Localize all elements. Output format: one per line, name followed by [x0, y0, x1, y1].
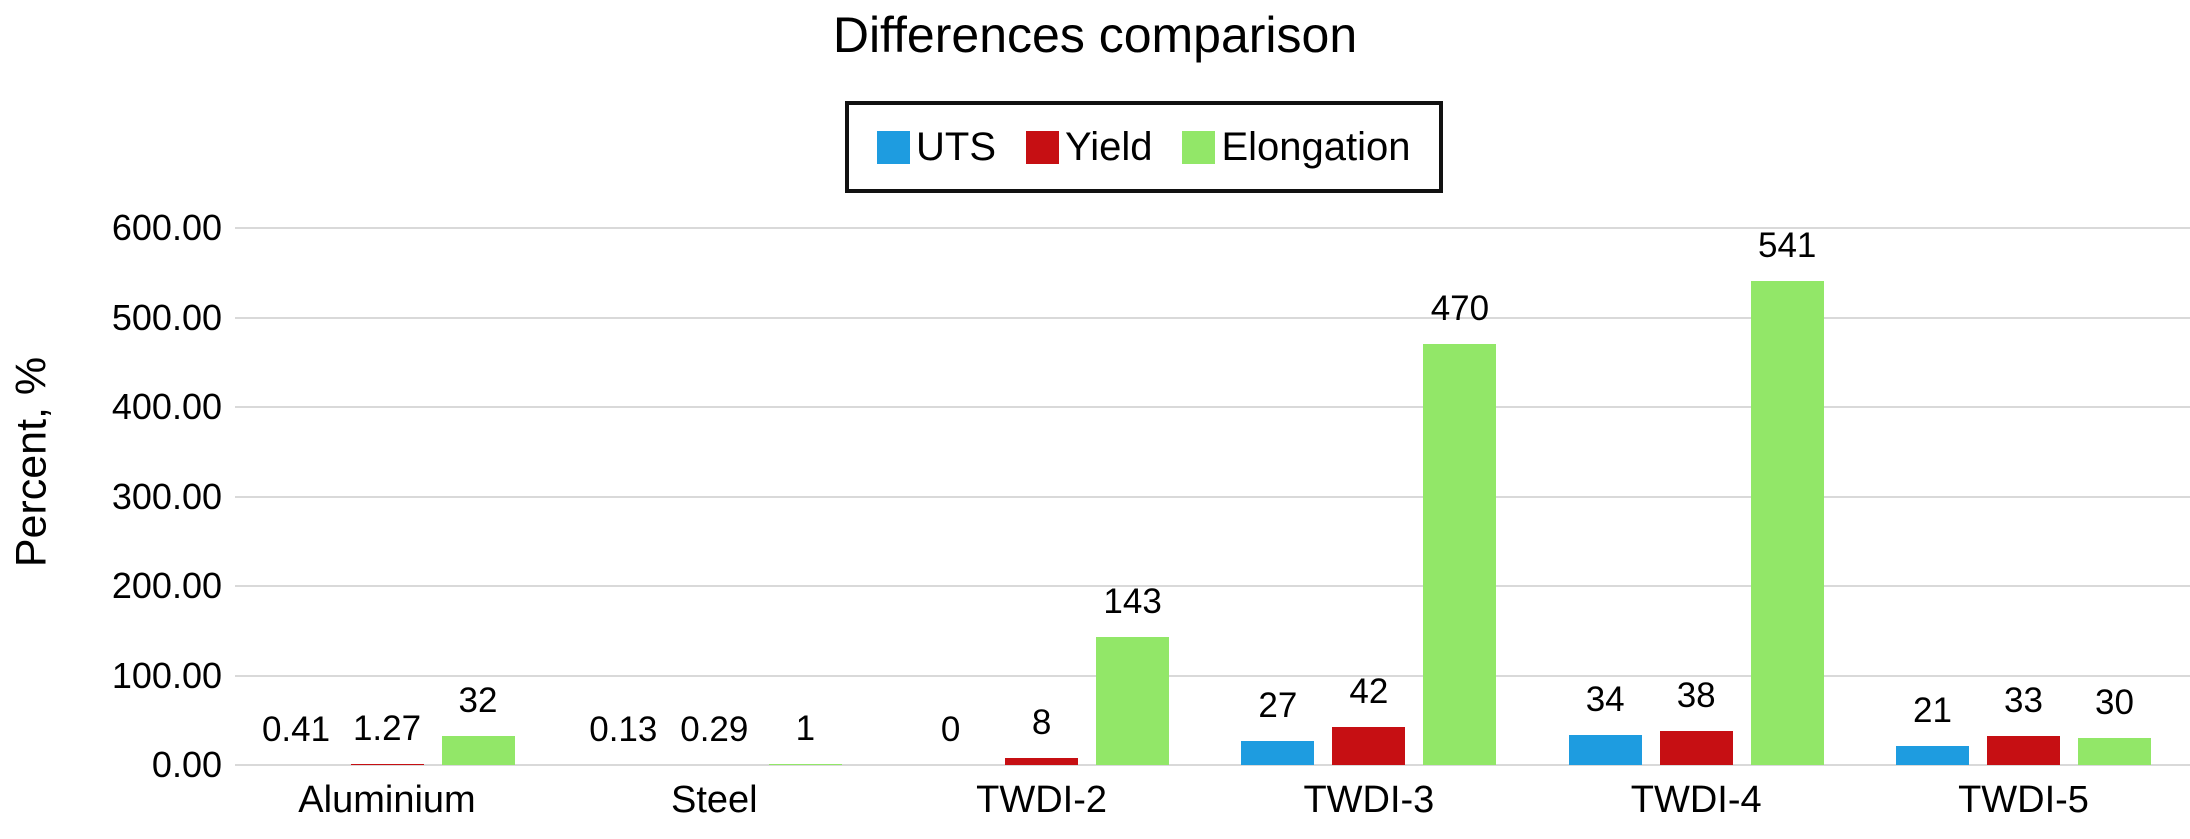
bar-value-label: 21: [1913, 691, 1952, 731]
legend-item-yield: Yield: [1026, 125, 1152, 170]
y-tick-label: 0.00: [151, 744, 222, 785]
y-tick-label: 600.00: [111, 207, 222, 248]
y-tick-label: 500.00: [111, 296, 222, 338]
elongation-bar-twdi-3: [1423, 344, 1497, 765]
gridline: [235, 227, 2190, 229]
bar-value-label: 42: [1349, 672, 1389, 712]
bar-value-label: 30: [2095, 683, 2134, 723]
legend-label-elongation: Elongation: [1221, 124, 1411, 169]
elongation-bar-steel: [768, 764, 842, 765]
gridline: [235, 316, 2190, 319]
x-category-label: TWDI-3: [1303, 779, 1435, 821]
y-tick-label: 100.00: [111, 654, 222, 696]
bar-value-label: 470: [1430, 289, 1490, 329]
y-tick-label: 200.00: [111, 565, 222, 606]
bar-value-label: 0.29: [680, 709, 749, 749]
legend-label-uts: UTS: [916, 124, 996, 169]
gridline: [235, 764, 2190, 766]
uts-bar-twdi-3: [1241, 740, 1315, 765]
gridline: [235, 406, 2190, 408]
gridline: [235, 585, 2190, 587]
yield-bar-twdi-4: [1659, 731, 1733, 765]
gridline: [235, 495, 2190, 498]
yield-swatch-icon: [1026, 130, 1059, 164]
uts-bar-twdi-4: [1568, 734, 1642, 765]
legend: UTS Yield Elongation: [845, 101, 1443, 193]
elongation-swatch-icon: [1182, 130, 1216, 164]
bar-value-label: 34: [1585, 679, 1625, 719]
elongation-bar-twdi-2: [1096, 637, 1170, 765]
gridline: [235, 674, 2190, 677]
yield-bar-twdi-5: [1987, 735, 2060, 765]
uts-swatch-icon: [877, 130, 910, 164]
x-category-label: TWDI-4: [1630, 779, 1762, 821]
bar-value-label: 8: [1031, 702, 1052, 742]
uts-bar-twdi-5: [1896, 746, 1969, 765]
chart-title: Differences comparison: [832, 7, 1358, 63]
elongation-bar-twdi-4: [1750, 280, 1824, 765]
legend-label-yield: Yield: [1065, 124, 1153, 169]
y-tick-label: 300.00: [111, 475, 222, 517]
bar-value-label: 0.13: [589, 709, 658, 749]
legend-item-elongation: Elongation: [1182, 124, 1411, 170]
elongation-bar-twdi-5: [2078, 738, 2151, 765]
bar-value-label: 541: [1757, 225, 1817, 265]
elongation-bar-aluminium: [441, 736, 515, 765]
bar-value-label: 27: [1258, 685, 1298, 725]
bar-value-label: 32: [458, 681, 498, 721]
bar-value-label: 0: [940, 710, 961, 749]
legend-item-uts: UTS: [877, 125, 996, 170]
yield-bar-twdi-3: [1332, 727, 1406, 765]
bar-value-label: 38: [1676, 676, 1716, 715]
yield-bar-twdi-2: [1005, 757, 1079, 765]
y-tick-label: 400.00: [111, 386, 222, 427]
x-category-label: TWDI-2: [976, 779, 1108, 821]
bar-value-label: 33: [2004, 680, 2043, 720]
x-category-label: Steel: [670, 779, 758, 821]
x-category-label: Aluminium: [298, 779, 476, 821]
bar-value-label: 0.41: [261, 709, 331, 749]
x-category-label: TWDI-5: [1958, 779, 2089, 821]
bar-value-label: 1.27: [352, 708, 422, 748]
bar-value-label: 143: [1103, 582, 1162, 621]
bar-value-label: 1: [795, 709, 816, 749]
yield-bar-aluminium: [350, 763, 424, 765]
